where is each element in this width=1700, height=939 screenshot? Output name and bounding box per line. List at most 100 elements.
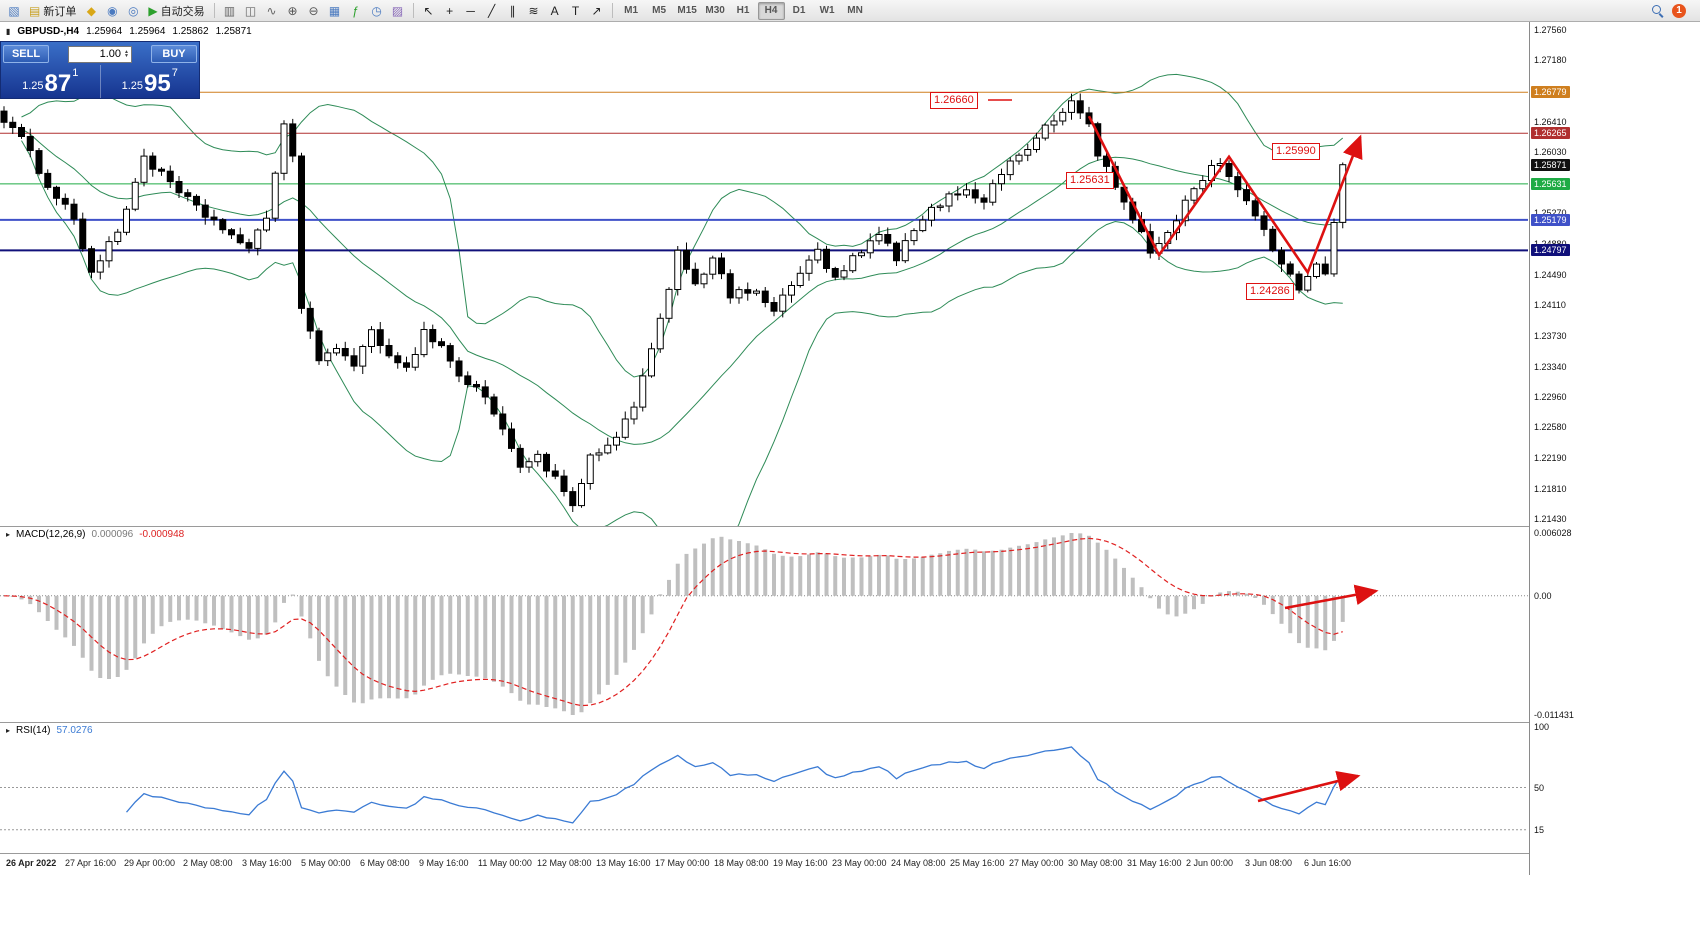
timeframe-m30-button[interactable]: M30 (705, 5, 725, 16)
current-price-marker: 1.25871 (1531, 158, 1570, 171)
cursor-icon[interactable]: ↖ (419, 2, 439, 20)
time-tick-label: 6 May 08:00 (360, 858, 410, 868)
time-tick-label: 27 Apr 16:00 (65, 858, 117, 868)
time-tick-label: 13 May 16:00 (596, 858, 651, 868)
time-tick-label: 3 Jun 08:00 (1245, 858, 1293, 868)
trendline-icon: ╱ (487, 3, 496, 18)
sell-price[interactable]: 1.25 87 1 (1, 65, 101, 98)
price-tick-label: 1.23340 (1534, 361, 1567, 372)
text-icon[interactable]: A (545, 2, 565, 20)
periods-icon: ◷ (371, 3, 382, 18)
tile-windows-icon: ▦ (328, 3, 341, 18)
panel-separator[interactable] (0, 722, 1592, 723)
auto-trading-icon: ▶ (148, 3, 158, 18)
navigator-icon[interactable]: ◎ (123, 2, 143, 20)
timeframe-m5-button[interactable]: M5 (652, 5, 667, 16)
auto-trading-button[interactable]: ▶ 自动交易 (144, 2, 208, 20)
price-tick-label: 1.23730 (1534, 330, 1567, 341)
price-annotation-tag: 1.26660 (930, 92, 978, 109)
label-icon[interactable]: T (566, 2, 586, 20)
chart-symbol-icon: ▮ (6, 27, 11, 36)
lot-size-input[interactable]: 1.00 ▲ ▼ (68, 45, 132, 63)
timeframe-d1-button[interactable]: D1 (792, 5, 806, 16)
price-tick-label: 1.27180 (1534, 55, 1567, 66)
time-tick-label: 27 May 00:00 (1009, 858, 1064, 868)
price-line-marker: 1.24797 (1531, 244, 1570, 257)
macd-axis-min: -0.011431 (1534, 710, 1574, 720)
charts-toolbar-icon: ▧ (8, 3, 20, 18)
main-chart[interactable] (0, 22, 1528, 526)
search-icon[interactable] (1651, 4, 1664, 17)
sell-button[interactable]: SELL (3, 45, 49, 63)
buy-price-pip: 7 (171, 67, 178, 79)
tile-windows-icon[interactable]: ▦ (325, 2, 345, 20)
bar-chart-icon[interactable]: ▥ (220, 2, 240, 20)
price-tick-label: 1.26410 (1534, 116, 1567, 127)
crosshair-icon[interactable]: + (440, 2, 460, 20)
templates-icon[interactable]: ▨ (388, 2, 408, 20)
rsi-axis-label: 15 (1534, 824, 1545, 835)
horizontal-line-icon[interactable]: ─ (461, 2, 481, 20)
time-axis[interactable]: 26 Apr 2022 27 Apr 16:00 29 Apr 00:00 2 May… (0, 854, 1528, 874)
price-tick-label: 1.21810 (1534, 483, 1567, 494)
price-annotation-tag: 1.25631 (1066, 172, 1114, 189)
price-tick-label: 1.24490 (1534, 269, 1567, 280)
lot-value: 1.00 (99, 48, 122, 60)
stepper-up-icon[interactable]: ▲ (124, 49, 129, 55)
timeframe-m1-button[interactable]: M1 (624, 5, 639, 16)
stepper-down-icon[interactable]: ▼ (124, 53, 129, 59)
time-tick-label: 12 May 08:00 (537, 858, 592, 868)
time-tick-label: 11 May 00:00 (478, 858, 532, 868)
new-order-button-label: 新订单 (43, 5, 77, 18)
line-chart-icon[interactable]: ∿ (262, 2, 282, 20)
timeframe-w1-button[interactable]: W1 (819, 5, 835, 16)
price-axis[interactable]: 1.275601.271801.267901.264101.260301.256… (1529, 22, 1601, 875)
candlestick-chart-icon[interactable]: ◫ (241, 2, 261, 20)
rsi-panel[interactable] (0, 722, 1528, 853)
price-annotation-tag: 1.25990 (1272, 143, 1320, 160)
timeframe-mn-button[interactable]: MN (847, 5, 863, 16)
arrows-icon: ↗ (591, 3, 602, 18)
time-tick-label: 2 May 08:00 (183, 858, 233, 868)
fibonacci-icon[interactable]: ≋ (524, 2, 544, 20)
new-order-button[interactable]: ▤ 新订单 (25, 2, 80, 20)
navigator-icon: ◎ (128, 3, 139, 18)
zoom-out-icon[interactable]: ⊖ (304, 2, 324, 20)
timeframe-h4-button[interactable]: H4 (757, 1, 785, 20)
macd-signal-value: -0.000948 (139, 529, 185, 540)
time-tick-label: 3 May 16:00 (242, 858, 292, 868)
indicators-icon[interactable]: ƒ (346, 2, 366, 20)
timeframe-m15-button[interactable]: M15 (677, 5, 697, 16)
trendline-icon[interactable]: ╱ (482, 2, 502, 20)
price-tick-label: 1.22960 (1534, 391, 1567, 402)
zoom-in-icon[interactable]: ⊕ (283, 2, 303, 20)
panel-separator[interactable] (0, 526, 1592, 527)
lot-stepper[interactable]: ▲ ▼ (124, 49, 129, 59)
notification-badge[interactable]: 1 (1672, 3, 1686, 18)
price-tick-label: 1.24110 (1534, 300, 1566, 311)
toolbar-separator (611, 3, 613, 18)
time-tick-label: 9 May 16:00 (419, 858, 469, 868)
time-tick-label: 19 May 16:00 (773, 858, 828, 868)
buy-price[interactable]: 1.25 95 7 (101, 65, 200, 98)
buy-button[interactable]: BUY (151, 45, 197, 63)
periods-icon[interactable]: ◷ (367, 2, 387, 20)
timeframe-h1-button[interactable]: H1 (736, 5, 750, 16)
rsi-axis-label: 50 (1534, 782, 1545, 793)
charts-toolbar-icon[interactable]: ▧ (4, 2, 24, 20)
price-tick-label: 1.22580 (1534, 422, 1567, 433)
channel-icon[interactable]: ∥ (503, 2, 523, 20)
price-line-marker: 1.25179 (1531, 213, 1570, 226)
macd-panel[interactable] (0, 526, 1528, 722)
rsi-value: 57.0276 (56, 725, 93, 736)
data-window-icon[interactable]: ◉ (102, 2, 122, 20)
time-tick-label: 31 May 16:00 (1127, 858, 1182, 868)
rsi-indicator-label: ▸ RSI(14) 57.0276 (6, 725, 93, 736)
market-watch-icon[interactable]: ◆ (81, 2, 101, 20)
arrows-icon[interactable]: ↗ (587, 2, 607, 20)
buy-price-prefix: 1.25 (121, 80, 144, 92)
time-tick-label: 30 May 08:00 (1068, 858, 1123, 868)
time-tick-label: 5 May 00:00 (301, 858, 351, 868)
time-tick-label: 29 Apr 00:00 (124, 858, 176, 868)
